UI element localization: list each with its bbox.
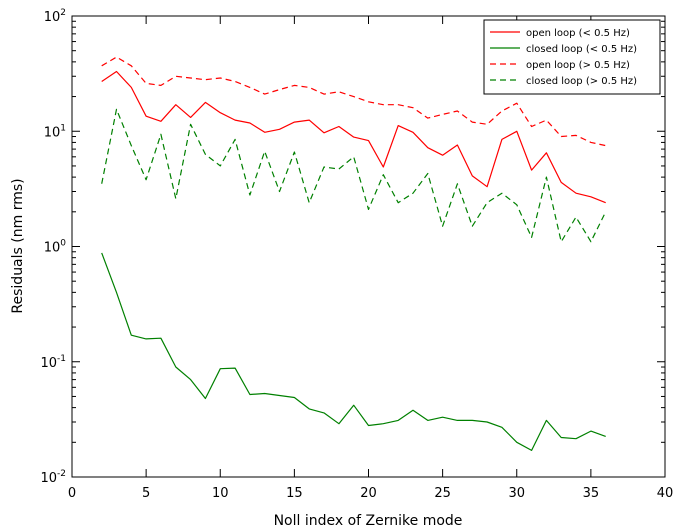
y-tick-label: 102 — [44, 8, 66, 25]
y-tick-label: 101 — [44, 123, 66, 140]
y-axis-title: Residuals (nm rms) — [10, 178, 26, 313]
x-tick-label: 20 — [360, 486, 377, 501]
x-tick-label: 5 — [142, 486, 150, 501]
legend: open loop (< 0.5 Hz) closed loop (< 0.5 H… — [483, 19, 661, 95]
x-tick-label: 25 — [434, 486, 451, 501]
x-tick-label: 0 — [68, 486, 76, 501]
series-line-2 — [101, 252, 606, 451]
x-tick-label: 30 — [508, 486, 525, 501]
legend-label-4: closed loop (> 0.5 Hz) — [526, 76, 637, 87]
legend-label-3: open loop (> 0.5 Hz) — [526, 60, 630, 71]
series-line-3 — [101, 56, 606, 147]
legend-label-2: closed loop (< 0.5 Hz) — [526, 44, 637, 55]
series-line-1 — [101, 70, 606, 204]
x-tick-label: 15 — [286, 486, 303, 501]
x-axis-title: Noll index of Zernike mode — [274, 513, 463, 529]
tick-labels-group: 0 5 10 15 20 25 30 35 40 10-2 10-1 100 101 102 — [40, 8, 673, 501]
legend-label-1: open loop (< 0.5 Hz) — [526, 28, 630, 39]
x-tick-label: 40 — [657, 486, 674, 501]
series-group — [101, 56, 607, 451]
y-tick-label: 10-2 — [40, 469, 66, 486]
y-tick-label: 10-1 — [40, 354, 66, 371]
x-tick-label: 10 — [212, 486, 229, 501]
y-tick-label: 100 — [44, 239, 67, 256]
x-tick-label: 35 — [583, 486, 600, 501]
